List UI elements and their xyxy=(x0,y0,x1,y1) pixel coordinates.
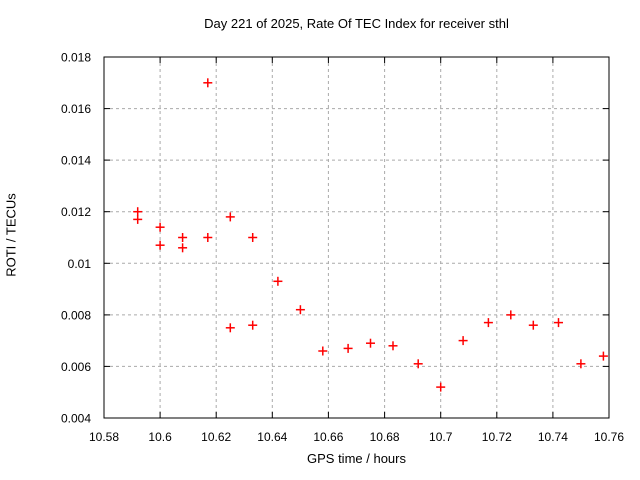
x-axis-label: GPS time / hours xyxy=(307,451,406,466)
data-point-marker xyxy=(178,243,188,253)
data-point-marker xyxy=(528,320,538,330)
data-point-marker xyxy=(248,320,258,330)
data-point-marker xyxy=(554,318,563,328)
data-point-marker xyxy=(178,233,188,242)
y-tick-label: 0.012 xyxy=(61,205,91,219)
x-tick-label: 10.72 xyxy=(482,430,512,444)
data-point-marker xyxy=(248,233,258,242)
data-point-marker xyxy=(295,305,305,315)
data-point-marker xyxy=(133,214,143,224)
data-point-marker xyxy=(318,346,328,356)
data-point-marker xyxy=(155,240,165,250)
y-tick-label: 0.006 xyxy=(61,360,91,374)
y-tick-label: 0.014 xyxy=(61,154,91,168)
x-tick-label: 10.6 xyxy=(148,430,172,444)
x-tick-label: 10.58 xyxy=(89,430,119,444)
data-point-marker xyxy=(458,336,468,346)
y-tick-label: 0.004 xyxy=(61,412,91,426)
y-tick-label: 0.008 xyxy=(61,308,91,322)
data-point-marker xyxy=(506,310,516,320)
data-point-marker xyxy=(436,382,446,392)
data-point-marker xyxy=(273,276,283,286)
data-point-marker xyxy=(133,207,143,217)
data-point-marker xyxy=(598,351,608,361)
x-tick-label: 10.7 xyxy=(429,430,453,444)
x-tick-label: 10.76 xyxy=(594,430,624,444)
chart-title: Day 221 of 2025, Rate Of TEC Index for r… xyxy=(204,16,509,31)
data-point-marker xyxy=(343,343,353,353)
data-point-marker xyxy=(388,341,398,351)
data-point-marker xyxy=(483,318,493,328)
data-point-marker xyxy=(155,222,165,232)
x-tick-label: 10.64 xyxy=(257,430,287,444)
data-point-marker xyxy=(366,338,375,348)
data-point-marker xyxy=(203,233,213,242)
x-tick-label: 10.62 xyxy=(201,430,231,444)
data-point-marker xyxy=(576,359,586,369)
x-tick-label: 10.66 xyxy=(313,430,343,444)
plot-border xyxy=(103,56,610,419)
data-point-marker xyxy=(225,212,235,222)
data-point-marker xyxy=(203,78,213,88)
data-point-marker xyxy=(413,359,423,369)
data-point-marker xyxy=(225,323,235,333)
x-tick-label: 10.74 xyxy=(538,430,568,444)
y-tick-label: 0.018 xyxy=(61,51,91,65)
y-tick-label: 0.016 xyxy=(61,102,91,116)
y-tick-label: 0.01 xyxy=(68,257,92,271)
x-tick-label: 10.68 xyxy=(370,430,400,444)
